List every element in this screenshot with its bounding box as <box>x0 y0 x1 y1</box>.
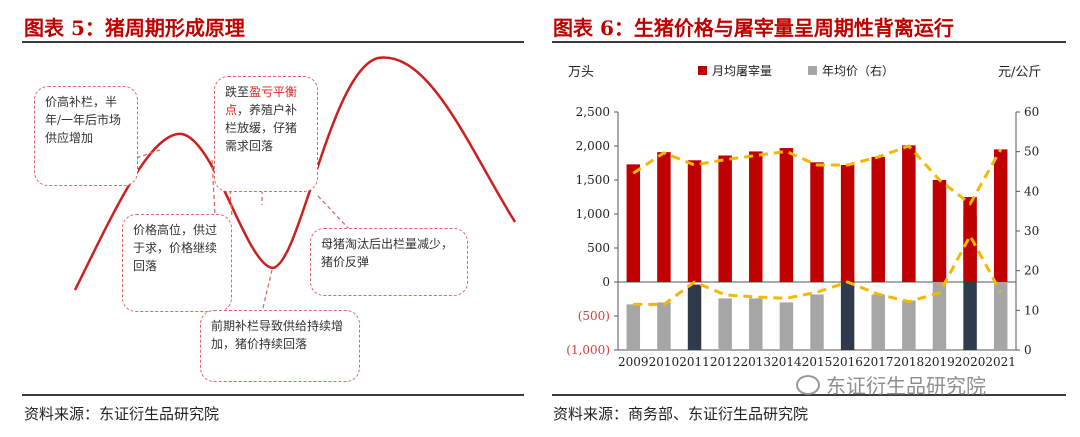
connector-n1 <box>129 149 161 161</box>
left-title-rule <box>22 41 524 43</box>
left-tick-label: 1,000 <box>576 207 610 221</box>
right-tick-label: 30 <box>1024 224 1039 238</box>
x-tick-label: 2009 <box>618 355 649 369</box>
price-bar <box>810 294 824 350</box>
slaughter-price-chart: (1,000) (500) 0 500 1,000 1,500 2,000 2,500 0 10 2… <box>566 63 1041 369</box>
legend-swatch-price <box>808 66 817 75</box>
right-source-rule <box>552 394 1066 396</box>
left-figure-panel: 图表 5：猪周期形成原理 价高补栏，半年/一年后市场供应增加 跌至盈亏平衡点，养… <box>0 0 532 437</box>
price-bar <box>687 284 702 350</box>
price-bar <box>749 298 763 350</box>
note-sow-culling-text: 母猪淘汰后出栏量减少，猪价反弹 <box>321 237 454 269</box>
slaughter-bar <box>626 164 641 282</box>
pig-cycle-diagram <box>73 56 517 313</box>
slaughter-bar <box>810 162 824 282</box>
slaughter-bar <box>718 155 732 282</box>
price-bar <box>657 302 671 350</box>
left-tick-label: 0 <box>602 275 610 289</box>
right-tick-label: 20 <box>1024 264 1039 278</box>
connector-n4 <box>317 195 351 231</box>
right-figure-title: 图表 6：生猪价格与屠宰量呈周期性背离运行 <box>553 16 954 40</box>
left-axis-unit: 万头 <box>568 65 594 80</box>
wechat-icon <box>796 375 820 395</box>
note-breakeven-text-a: 跌至 <box>225 85 250 99</box>
right-tick-label: 60 <box>1024 105 1039 119</box>
left-tick-label: 1,500 <box>576 173 610 187</box>
price-bar <box>779 302 794 350</box>
left-figure-title: 图表 5：猪周期形成原理 <box>24 16 245 40</box>
x-tick-label: 2020 <box>955 355 986 369</box>
price-bar <box>932 270 947 350</box>
note-supply-increase-text: 前期补栏导致供给持续增加，猪价持续回落 <box>211 319 344 351</box>
price-trend-line <box>633 234 1003 306</box>
slaughter-bar <box>840 165 855 282</box>
left-source: 资料来源：东证衍生品研究院 <box>24 405 220 423</box>
connector-n3 <box>211 159 216 216</box>
x-tick-label: 2011 <box>679 355 710 369</box>
x-tick-label: 2021 <box>985 355 1016 369</box>
right-tick-label: 10 <box>1024 303 1039 317</box>
slaughter-bar <box>779 148 794 282</box>
x-tick-label: 2018 <box>894 355 925 369</box>
right-axis-unit: 元/公斤 <box>998 65 1041 80</box>
slaughter-bar <box>687 160 702 282</box>
x-tick-label: 2010 <box>649 355 680 369</box>
note-oversupply-text: 价格高位，供过于求，价格继续回落 <box>133 223 218 273</box>
note-sow-culling: 母猪淘汰后出栏量减少，猪价反弹 <box>310 228 468 296</box>
right-source: 资料来源：商务部、东证衍生品研究院 <box>553 405 809 423</box>
x-tick-label: 2014 <box>771 355 802 369</box>
left-source-rule <box>22 394 524 396</box>
price-bar <box>902 300 916 350</box>
note-breakeven: 跌至盈亏平衡点，养殖户补栏放缓，仔猪需求回落 <box>214 76 318 192</box>
slaughter-bar <box>749 151 763 282</box>
watermark: 东证衍生品研究院 <box>796 370 986 399</box>
left-tick-label: 2,000 <box>576 139 610 153</box>
left-tick-label: (1,000) <box>566 343 610 357</box>
price-bar <box>993 270 1008 350</box>
legend-label-price: 年均价（右） <box>822 63 894 78</box>
price-bar <box>626 304 641 350</box>
left-tick-label: (500) <box>578 309 610 323</box>
right-tick-label: 0 <box>1024 343 1032 357</box>
slaughter-bar <box>657 152 671 282</box>
left-tick-label: 500 <box>587 241 610 255</box>
slaughter-bar <box>902 145 916 282</box>
legend-label-slaughter: 月均屠宰量 <box>712 63 772 78</box>
x-tick-label: 2012 <box>710 355 741 369</box>
slaughter-trend-line <box>632 144 1003 206</box>
connector-n2a <box>229 189 233 219</box>
legend-swatch-slaughter <box>698 66 707 75</box>
x-tick-label: 2016 <box>832 355 863 369</box>
note-oversupply: 价格高位，供过于求，价格继续回落 <box>122 214 232 312</box>
right-figure-panel: 图表 6：生猪价格与屠宰量呈周期性背离运行 (1,000) (500) 0 500 1,… <box>548 0 1080 437</box>
x-tick-label: 2019 <box>924 355 955 369</box>
note-breakeven-highlight: 盈亏平衡点 <box>225 85 298 117</box>
pig-cycle-curve <box>73 56 517 291</box>
note-supply-increase: 前期补栏导致供给持续增加，猪价持续回落 <box>200 310 360 382</box>
slaughter-bar <box>932 180 947 282</box>
connector-n5 <box>261 269 273 313</box>
x-tick-label: 2013 <box>740 355 771 369</box>
note-breakeven-text-b: ，养殖户补栏放缓，仔猪需求回落 <box>225 103 298 153</box>
slaughter-bar <box>993 149 1008 282</box>
right-tick-label: 40 <box>1024 184 1039 198</box>
price-bar <box>840 278 855 350</box>
right-title-rule <box>552 41 1066 43</box>
slaughter-bar <box>871 156 885 282</box>
x-tick-label: 2015 <box>802 355 833 369</box>
price-bar <box>871 294 885 350</box>
left-tick-label: 2,500 <box>576 105 610 119</box>
note-high-price-restock-text: 价高补栏，半年/一年后市场供应增加 <box>45 95 122 145</box>
watermark-text: 东证衍生品研究院 <box>826 374 986 398</box>
note-high-price-restock: 价高补栏，半年/一年后市场供应增加 <box>34 86 138 186</box>
right-tick-label: 50 <box>1024 145 1039 159</box>
slaughter-bar <box>963 197 977 282</box>
price-bar <box>718 298 732 350</box>
x-tick-label: 2017 <box>863 355 894 369</box>
